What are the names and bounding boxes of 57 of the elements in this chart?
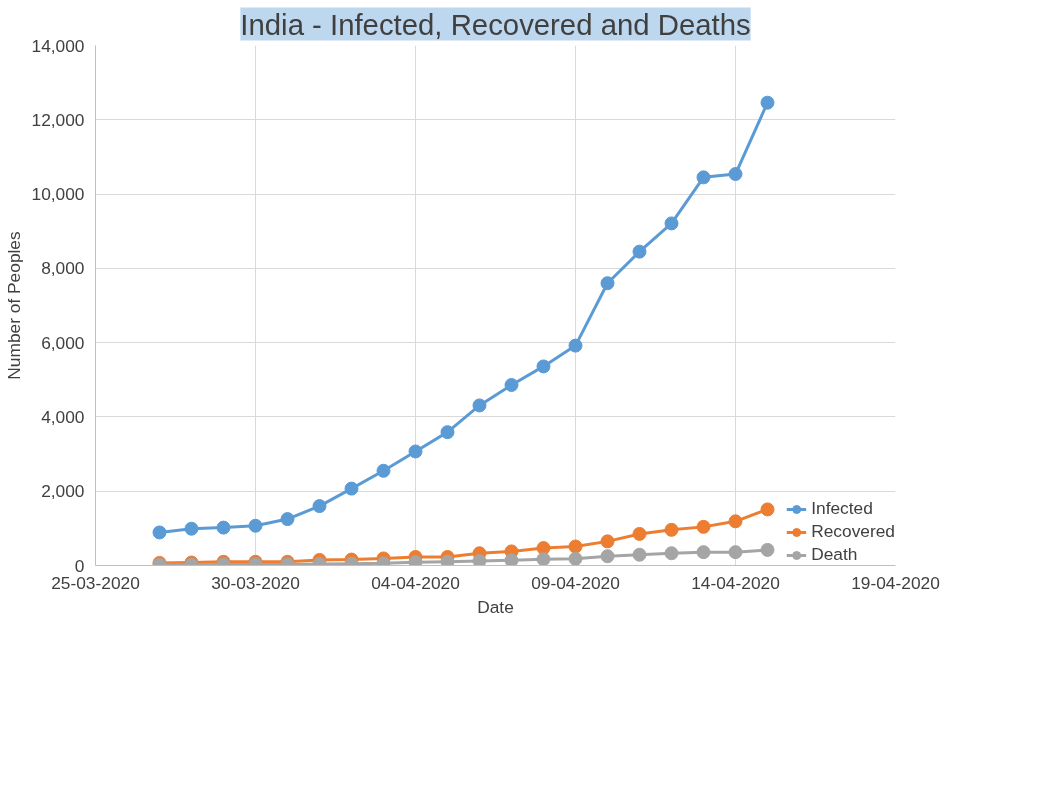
point (760, 542, 775, 557)
y-tick-label: 10,000 (31, 184, 85, 205)
x-tick-label: 14-04-2020 (691, 572, 780, 593)
point (536, 552, 551, 566)
y-tick-label: 4,000 (41, 406, 85, 427)
point (504, 378, 519, 392)
legend-label: Death (811, 544, 858, 565)
point (632, 526, 647, 541)
point (440, 554, 455, 566)
point (600, 549, 615, 564)
point (664, 522, 679, 537)
y-tick-label: 14,000 (31, 35, 85, 56)
legend-label: Recovered (811, 521, 895, 542)
point (632, 244, 647, 259)
point (152, 525, 167, 540)
point (568, 338, 583, 353)
point (216, 520, 231, 535)
point (696, 170, 711, 185)
point (248, 518, 263, 533)
point (632, 547, 647, 562)
point (184, 521, 199, 536)
point (568, 539, 583, 554)
point (280, 512, 295, 527)
point (696, 545, 711, 560)
x-axis-title: Date (477, 596, 514, 617)
chart-title: India - Infected, Recovered and Deaths (240, 7, 751, 41)
point (408, 444, 423, 459)
legend-label: Infected (811, 498, 873, 519)
x-tick-label: 19-04-2020 (851, 572, 940, 593)
x-tick-label: 04-04-2020 (371, 572, 460, 593)
point (760, 95, 775, 110)
point (376, 463, 391, 478)
point (440, 425, 455, 440)
point (728, 514, 743, 529)
point (472, 554, 487, 566)
y-tick-label: 2,000 (41, 481, 85, 502)
point (760, 502, 775, 517)
point (504, 553, 519, 566)
point (568, 551, 583, 566)
point (312, 499, 327, 514)
point (344, 481, 359, 496)
point (728, 545, 743, 560)
point (728, 167, 743, 181)
y-axis-title: Number of Peoples (3, 231, 24, 380)
point (472, 398, 487, 413)
point (664, 546, 679, 561)
point (664, 216, 679, 231)
y-tick-label: 12,000 (31, 109, 85, 130)
x-tick-label: 09-04-2020 (531, 572, 620, 593)
point (696, 519, 711, 534)
x-tick-label: 30-03-2020 (211, 572, 300, 593)
point (600, 534, 615, 549)
y-tick-label: 6,000 (41, 332, 85, 353)
y-tick-label: 8,000 (41, 258, 85, 279)
point (536, 359, 551, 374)
point (408, 555, 423, 566)
point (600, 276, 615, 291)
